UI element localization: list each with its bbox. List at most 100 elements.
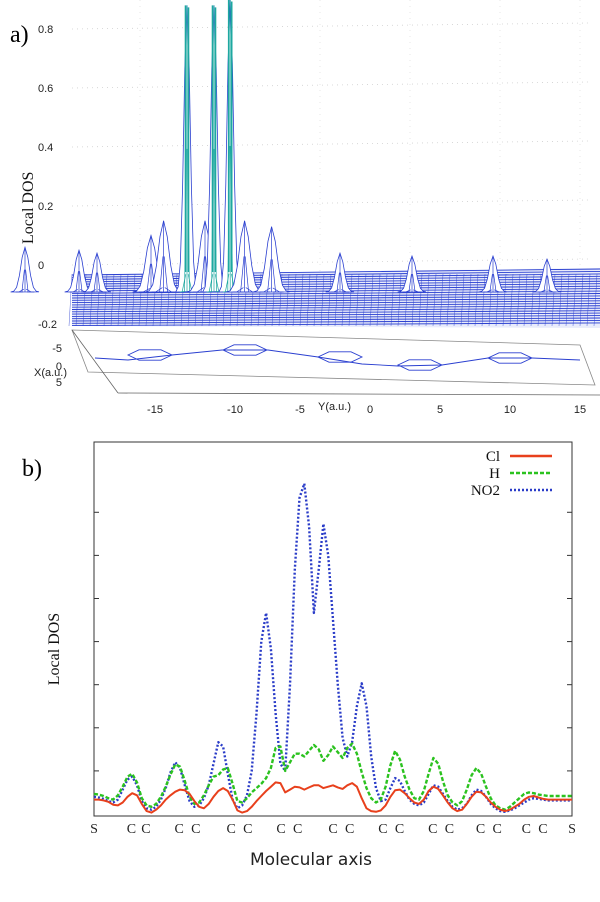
surface-plot-3d: 0.8 0.6 0.4 0.2 0 -0.2 -5 0 5 -15 -10 -5 0 5 10 15 X(a… <box>10 0 600 416</box>
series-line-cl <box>94 781 572 814</box>
mesh-line <box>460 273 465 327</box>
x-tick-label: C <box>175 822 184 837</box>
floor-plane <box>71 329 596 386</box>
z-tick-label: -0.2 <box>38 319 57 331</box>
x-tick-label: C <box>127 822 136 837</box>
surface-peak <box>226 220 263 293</box>
mesh-line <box>71 315 600 320</box>
mesh-line <box>593 273 598 327</box>
mesh-line <box>103 273 108 327</box>
series-line-no2 <box>93 482 572 813</box>
y-tick-label: 10 <box>504 404 516 416</box>
z-tick-label: 0.6 <box>38 83 53 95</box>
plot-frame <box>93 441 573 817</box>
floor-axis <box>71 329 119 394</box>
mesh-line <box>313 273 318 327</box>
mesh-line <box>292 273 297 327</box>
mesh-line <box>299 273 304 327</box>
series-line-h <box>93 742 572 811</box>
molecule-backbone <box>94 349 581 367</box>
mesh-line <box>376 273 381 327</box>
x-tick-label: C <box>428 822 437 837</box>
mesh-line <box>355 273 360 327</box>
grid-line <box>71 199 591 207</box>
mesh-line <box>439 273 444 327</box>
molecule-ring <box>396 359 444 371</box>
surface-peak <box>175 5 199 293</box>
mesh-line <box>516 273 521 327</box>
x-tick-label: C <box>243 822 252 837</box>
mesh-line <box>572 273 577 327</box>
mesh-line <box>383 273 388 327</box>
mesh-line <box>124 273 129 327</box>
mesh-line <box>173 273 178 327</box>
x-tick-label: S <box>568 822 576 837</box>
mesh-line <box>369 273 374 327</box>
mesh-line <box>68 273 73 327</box>
mesh-line <box>362 273 367 327</box>
mesh-line <box>551 273 556 327</box>
mesh-line <box>131 273 136 327</box>
z-tick-label: 0.2 <box>38 201 53 213</box>
panel-a-label: a) <box>10 22 29 48</box>
mesh-line <box>306 273 311 327</box>
x-tick-label: C <box>293 822 302 837</box>
z-tick-label: 0 <box>38 260 44 272</box>
mesh-line <box>579 273 584 327</box>
mesh-line <box>558 273 563 327</box>
mesh-line <box>117 273 122 327</box>
mesh-line <box>474 273 479 327</box>
z-tick-label: 0.8 <box>38 24 53 36</box>
x-tick-label: C <box>395 822 404 837</box>
surface-peak <box>478 254 508 293</box>
mesh-line <box>481 273 486 327</box>
legend-label: H <box>489 466 500 482</box>
mesh-line <box>397 273 402 327</box>
x-tick-label: C <box>493 822 502 837</box>
mesh-line <box>71 317 600 322</box>
x-tick-label: C <box>522 822 531 837</box>
x-tick-label: C <box>226 822 235 837</box>
x-tick-label: C <box>276 822 285 837</box>
surface-peak <box>10 245 40 293</box>
mesh-line <box>432 273 437 327</box>
grid-line <box>71 81 591 89</box>
y-tick-label: 15 <box>574 404 586 416</box>
mesh-line <box>348 273 353 327</box>
mesh-line <box>285 273 290 327</box>
grid-line <box>71 22 591 30</box>
x-tick-label: 5 <box>56 377 62 389</box>
y-tick-label: 5 <box>437 404 443 416</box>
mesh-line <box>257 273 262 327</box>
mesh-line <box>71 300 600 306</box>
mesh-line <box>71 312 600 317</box>
mesh-line <box>418 273 423 327</box>
x-tick-label: C <box>476 822 485 837</box>
mesh-line <box>425 273 430 327</box>
molecule-ring <box>126 349 174 361</box>
y-tick-label: -15 <box>147 404 163 416</box>
mesh-line <box>467 273 472 327</box>
legend-label: NO2 <box>471 483 500 499</box>
x-tick-label: C <box>345 822 354 837</box>
surface-peak <box>532 257 562 293</box>
panel-b-label: b) <box>22 456 42 482</box>
x-tick-label: C <box>378 822 387 837</box>
mesh-line <box>509 273 514 327</box>
panel-b-xlabel: Molecular axis <box>250 850 372 870</box>
surface-peak <box>253 226 290 293</box>
surface-peak <box>145 220 182 293</box>
surface-peak <box>397 254 427 293</box>
x-tick-label: -5 <box>52 343 62 355</box>
legend-label: Cl <box>486 449 500 465</box>
x-tick-label: C <box>538 822 547 837</box>
surface-peak <box>218 0 242 293</box>
x-tick-label: C <box>328 822 337 837</box>
x-tick-label: C <box>141 822 150 837</box>
panel-a-ylabel2: Y(a.u.) <box>318 401 351 413</box>
mesh-line <box>502 273 507 327</box>
mesh-line <box>320 273 325 327</box>
y-tick-label: -10 <box>227 404 243 416</box>
mesh-line <box>71 297 600 304</box>
